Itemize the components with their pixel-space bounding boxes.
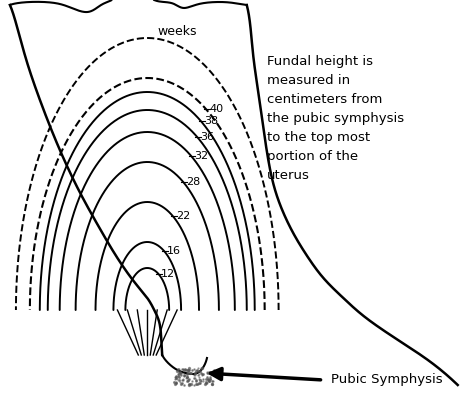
- Text: 36: 36: [200, 132, 214, 142]
- Text: 12: 12: [161, 268, 175, 279]
- Text: 32: 32: [194, 151, 208, 161]
- Text: 28: 28: [186, 177, 201, 187]
- Text: 16: 16: [167, 246, 181, 256]
- Text: 40: 40: [209, 104, 223, 114]
- Text: 22: 22: [176, 211, 191, 222]
- Text: 38: 38: [204, 116, 218, 126]
- Text: Pubic Symphysis: Pubic Symphysis: [331, 373, 443, 386]
- Text: weeks: weeks: [157, 25, 197, 38]
- Text: Fundal height is
measured in
centimeters from
the pubic symphysis
to the top mos: Fundal height is measured in centimeters…: [267, 55, 404, 182]
